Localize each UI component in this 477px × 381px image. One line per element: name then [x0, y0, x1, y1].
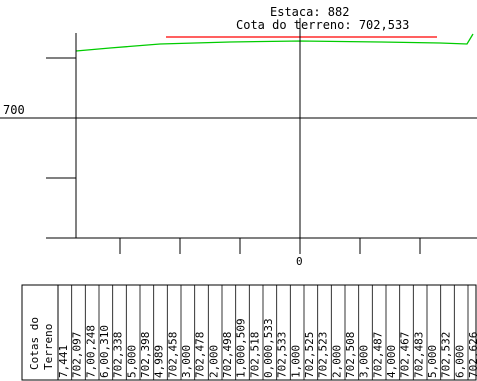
table-cell-cota: 3,000	[358, 345, 371, 378]
table-cell-cota: 702,518	[248, 332, 261, 378]
table-cell-cota: 702,097	[71, 332, 84, 378]
table-cell-cota: 7,00,248	[84, 325, 97, 378]
table-cell-cota: 2,000	[330, 345, 343, 378]
cotas-table-columns: 7,441 702,097 7,00,248 6,00,310 702,338 5,000…	[57, 285, 477, 380]
table-cell-cota: 5,000	[125, 345, 138, 378]
table-cell-cota: 702,508	[344, 332, 357, 378]
table-cell-cota: 1,000	[289, 345, 302, 378]
table-cell-cota: 702,398	[139, 332, 152, 378]
table-cell-cota: 2,000	[207, 345, 220, 378]
table-cell-cota: 702,483	[412, 332, 425, 378]
table-cell-cota: 7,441	[57, 345, 70, 378]
table-cell-cota: 702,626	[467, 332, 477, 378]
table-cell-cota: 702,487	[371, 332, 384, 378]
table-row-title-line1: Cotas do	[28, 317, 41, 370]
table-cell-cota: 702,458	[166, 332, 179, 378]
x-axis-label: 0	[296, 255, 303, 268]
table-cell-cota: 702,498	[221, 332, 234, 378]
table-cell-cota: 5,000	[426, 345, 439, 378]
table-cell-cota: 702,525	[303, 332, 316, 378]
estaca-label: Estaca: 882	[270, 5, 349, 19]
table-cell-cota: 702,532	[440, 332, 453, 378]
y-axis-label: 700	[3, 103, 25, 117]
table-cell-cota: 4,000	[385, 345, 398, 378]
table-cell-cota: 3,000	[180, 345, 193, 378]
table-cell-cota: 6,00,310	[98, 325, 111, 378]
table-cell-cota: 4,989	[153, 345, 166, 378]
cota-terreno-label: Cota do terreno: 702,533	[236, 18, 409, 32]
table-cell-cota: 6,000	[453, 345, 466, 378]
table-cell-cota: 0,000,533	[262, 318, 275, 378]
table-cell-cota: 702,478	[194, 332, 207, 378]
table-cell-cota: 702,467	[399, 332, 412, 378]
table-cell-cota: 702,523	[317, 332, 330, 378]
table-cell-cota: 702,338	[112, 332, 125, 378]
table-cell-cota: 702,533	[276, 332, 289, 378]
table-cell-cota: 1,000,509	[235, 318, 248, 378]
table-row-title-line2: Terreno	[42, 324, 55, 370]
